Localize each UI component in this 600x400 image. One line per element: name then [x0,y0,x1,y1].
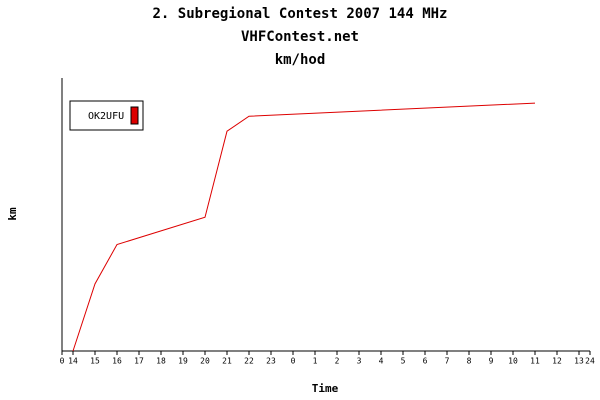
x-tick-label: 22 [244,357,254,366]
x-tick-label: 12 [552,357,562,366]
x-tick-label: 15 [90,357,100,366]
x-tick-label: 1 [313,357,318,366]
x-tick-label: 5 [401,357,406,366]
x-tick-label: 6 [423,357,428,366]
chart-subtitle: VHFContest.net [241,29,359,45]
x-tick-label: 0 [60,357,65,366]
x-tick-label: 13 [574,357,584,366]
x-tick-label: 16 [112,357,122,366]
x-tick-label: 0 [291,357,296,366]
line [72,102,536,352]
x-tick-label: 21 [222,357,232,366]
x-axis-label: Time [312,382,339,395]
y-axis-label: km [6,207,19,221]
legend-label: OK2UFU [88,111,124,122]
x-tick-label: 18 [156,357,166,366]
legend-swatch [130,106,139,125]
x-tick-label: 10 [508,357,518,366]
x-tick-label: 23 [266,357,276,366]
x-tick-label: 24 [585,357,595,366]
chart-title: 2. Subregional Contest 2007 144 MHz [152,6,447,22]
x-tick-label: 20 [200,357,210,366]
x-tick-label: 19 [178,357,188,366]
x-tick-label: 9 [489,357,494,366]
x-tick-label: 17 [134,357,144,366]
x-tick-label: 2 [335,357,340,366]
x-tick-label: 8 [467,357,472,366]
x-tick-label: 3 [357,357,362,366]
chart-subtitle-2: km/hod [275,52,326,68]
x-tick-label: 7 [445,357,450,366]
x-tick-label: 14 [68,357,78,366]
x-tick-label: 4 [379,357,384,366]
x-tick-label: 11 [530,357,540,366]
